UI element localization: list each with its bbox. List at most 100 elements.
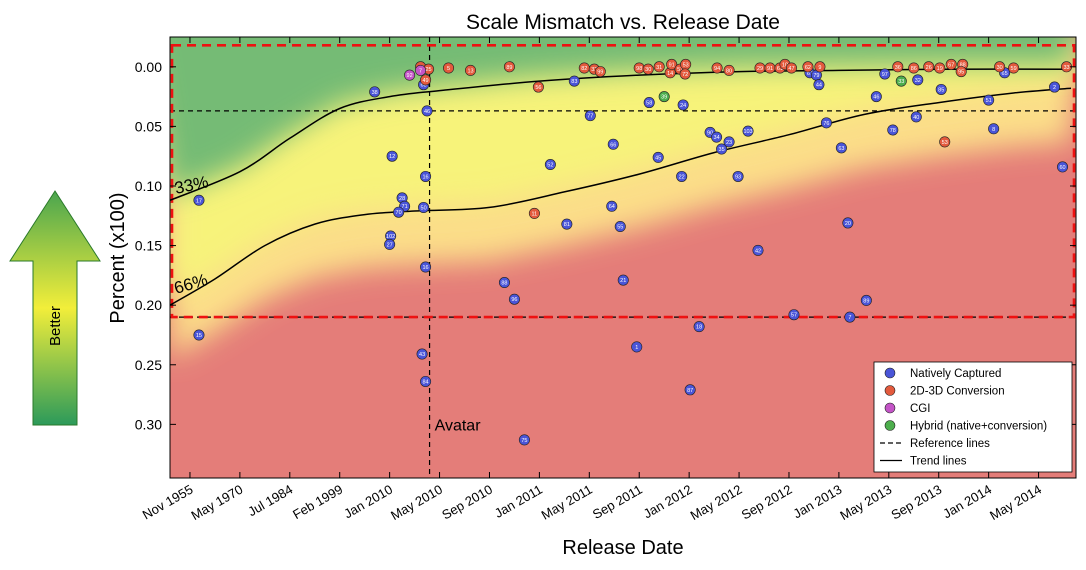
better-arrow-label: Better — [47, 306, 64, 346]
data-point: 56 — [532, 81, 544, 93]
point-label: 30 — [997, 65, 1003, 71]
data-point: 46 — [421, 105, 433, 117]
trend-line-66 — [170, 87, 1072, 306]
point-marker — [912, 74, 924, 86]
data-point: 12 — [386, 150, 398, 162]
point-marker — [732, 170, 744, 182]
data-point: 91 — [666, 58, 678, 70]
point-marker — [1057, 161, 1069, 173]
point-marker — [418, 201, 430, 213]
point-label: 88 — [501, 281, 507, 287]
data-point: 35 — [716, 143, 728, 155]
point-label: 10 — [782, 62, 788, 68]
point-label: 82 — [581, 66, 587, 72]
point-label: 9 — [818, 65, 821, 71]
data-point: 82 — [578, 62, 590, 74]
data-point: 63 — [835, 142, 847, 154]
point-marker — [934, 62, 946, 74]
point-marker — [892, 61, 904, 73]
point-label: 98 — [636, 66, 642, 72]
point-label: 20 — [845, 221, 851, 227]
data-point: 46 — [870, 91, 882, 103]
point-marker — [813, 79, 825, 91]
point-marker — [606, 200, 618, 212]
point-label: 51 — [986, 98, 992, 104]
x-tick-label: May 2013 — [837, 482, 894, 524]
point-label: 40 — [913, 115, 919, 121]
legend-marker — [884, 420, 896, 431]
point-label: 16 — [423, 265, 429, 271]
point-marker — [384, 238, 396, 250]
point-marker — [716, 143, 728, 155]
point-marker — [785, 62, 797, 74]
point-label: 67 — [948, 62, 954, 68]
point-label: 29 — [757, 66, 763, 72]
point-marker — [528, 207, 540, 219]
point-label: 52 — [547, 163, 553, 169]
data-point: 84 — [420, 375, 432, 387]
data-point: 88 — [498, 277, 510, 289]
data-point: 16 — [420, 170, 432, 182]
point-marker — [908, 62, 920, 74]
point-label: 86 — [911, 66, 917, 72]
point-label: 57 — [677, 67, 683, 73]
point-marker — [935, 83, 947, 95]
data-point: 96 — [508, 293, 520, 305]
legend-marker — [884, 385, 896, 396]
point-label: 65 — [1002, 71, 1008, 77]
point-label: 61 — [777, 66, 783, 72]
data-point: 27 — [384, 238, 396, 250]
point-marker — [1008, 62, 1020, 74]
legend-entry: Trend lines — [910, 456, 967, 468]
point-label: 71 — [402, 204, 408, 210]
point-label: 97 — [882, 72, 888, 78]
point-marker — [844, 311, 856, 323]
point-label: 7 — [848, 315, 851, 321]
data-point: 42 — [752, 244, 764, 256]
point-marker — [802, 61, 814, 73]
point-label: 102 — [386, 234, 395, 240]
point-label: 76 — [823, 121, 829, 127]
data-point: 30 — [642, 63, 654, 75]
data-point: 34 — [711, 131, 723, 143]
data-point: 51 — [983, 94, 995, 106]
point-label: 91 — [669, 62, 675, 68]
point-marker — [983, 94, 995, 106]
point-label: 23 — [726, 140, 732, 146]
point-label: 19 — [937, 66, 943, 72]
data-point: 91 — [764, 62, 776, 74]
data-point: 55 — [614, 221, 626, 233]
data-point: 94 — [711, 62, 723, 74]
trend-line-33 — [170, 68, 1072, 201]
y-tick-label: 0.30 — [135, 416, 162, 432]
point-label: 84 — [423, 379, 429, 385]
point-label: 64 — [609, 204, 615, 210]
data-point: 17 — [193, 194, 205, 206]
point-marker — [420, 375, 432, 387]
data-point: 43 — [416, 348, 428, 360]
data-point: 72 — [679, 68, 691, 80]
point-marker — [393, 206, 405, 218]
point-label: 99 — [597, 70, 603, 76]
y-axis-label: Percent (x100) — [107, 192, 129, 323]
point-marker — [443, 62, 455, 74]
data-point: 20 — [842, 217, 854, 229]
x-tick-label: May 1970 — [188, 482, 245, 524]
data-point: 18 — [693, 321, 705, 333]
data-point: 86 — [908, 62, 920, 74]
point-marker — [518, 434, 530, 446]
data-point: 58 — [643, 97, 655, 109]
data-point: 2 — [1049, 81, 1061, 93]
point-label: 92 — [407, 73, 413, 79]
legend: Natively Captured 2D-3D Conversion CGI Hybr… — [873, 361, 1073, 473]
point-marker — [658, 91, 670, 103]
data-point: 47 — [785, 62, 797, 74]
point-label: 93 — [735, 174, 741, 180]
data-point: 5 — [443, 62, 455, 74]
point-marker — [814, 61, 826, 73]
point-marker — [955, 66, 967, 78]
point-label: 62 — [805, 65, 811, 71]
data-point: 92 — [404, 69, 416, 81]
point-label: 89 — [863, 298, 869, 304]
data-point: 26 — [923, 61, 935, 73]
